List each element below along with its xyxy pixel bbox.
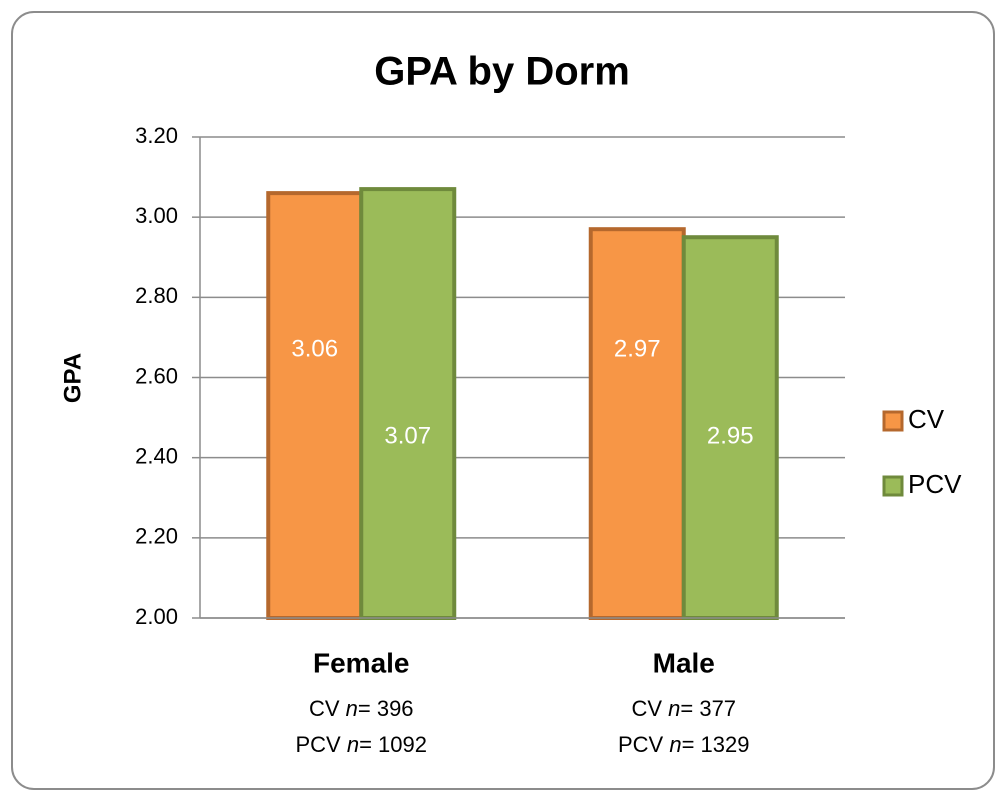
category-note: CV n= 377 <box>631 696 736 721</box>
legend-swatch <box>882 475 904 497</box>
note-part: PCV <box>618 732 669 757</box>
data-label: 2.95 <box>707 422 754 449</box>
legend-label: PCV <box>908 469 962 499</box>
y-tick-label: 2.40 <box>135 443 178 468</box>
note-part: PCV <box>295 732 346 757</box>
bar <box>681 235 779 620</box>
note-part: n <box>669 732 681 757</box>
x-tick-label: Male <box>653 647 715 678</box>
category-note: PCV n= 1329 <box>618 732 750 757</box>
note-part: n <box>346 696 358 721</box>
category-note: CV n= 396 <box>309 696 414 721</box>
y-tick-label: 2.60 <box>135 363 178 388</box>
bar <box>588 227 686 620</box>
note-part: CV <box>309 696 346 721</box>
note-part: = 377 <box>680 696 736 721</box>
note-part: n <box>347 732 359 757</box>
y-tick-label: 2.80 <box>135 283 178 308</box>
note-part: = 396 <box>358 696 414 721</box>
legend-label: CV <box>908 404 945 434</box>
y-tick-label: 3.00 <box>135 203 178 228</box>
bar <box>266 191 364 620</box>
note-part: CV <box>631 696 668 721</box>
y-tick-label: 2.00 <box>135 604 178 629</box>
note-part: = 1092 <box>359 732 427 757</box>
y-tick-label: 2.20 <box>135 524 178 549</box>
x-tick-label: Female <box>313 647 410 678</box>
data-label: 2.97 <box>614 335 661 362</box>
data-label: 3.06 <box>291 335 338 362</box>
category-note: PCV n= 1092 <box>295 732 427 757</box>
bar <box>359 187 457 620</box>
note-part: = 1329 <box>682 732 750 757</box>
y-tick-label: 3.20 <box>135 123 178 148</box>
note-part: n <box>668 696 680 721</box>
y-axis-label: GPA <box>59 353 86 403</box>
chart-title: GPA by Dorm <box>374 50 630 94</box>
data-label: 3.07 <box>384 422 431 449</box>
legend-swatch <box>882 410 904 432</box>
